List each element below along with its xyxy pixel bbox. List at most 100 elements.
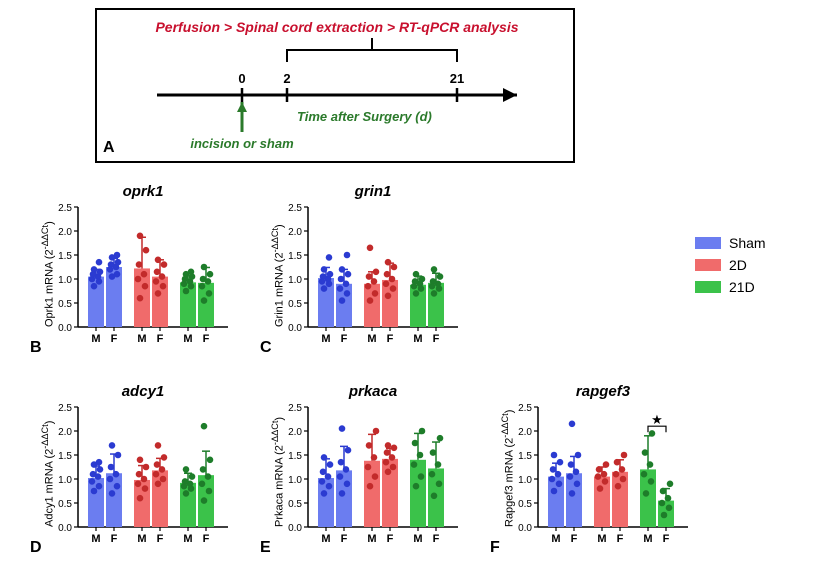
svg-text:F: F [111,333,118,345]
chart-ylabel: Adcy1 mRNA (2-ΔΔCt) [40,421,56,527]
svg-text:1.5: 1.5 [518,451,532,462]
svg-text:2: 2 [283,71,290,86]
legend-label: 21D [729,279,755,295]
svg-text:incision or sham: incision or sham [190,136,294,151]
svg-text:F: F [387,533,394,545]
svg-text:F: F [203,333,210,345]
svg-text:0.0: 0.0 [288,323,302,334]
chart-D: adcy1 Adcy1 mRNA (2-ΔΔCt) D 0.0 0.5 1.0 1.5 2.0… [30,385,236,557]
legend-row: 2D [695,257,766,273]
chart-ylabel: Rapgef3 mRNA (2-ΔΔCt) [500,410,516,527]
svg-text:M: M [91,333,100,345]
svg-text:M: M [321,333,330,345]
chart-svg: 0.00.51.01.52.02.5MFMFMF [30,385,236,557]
chart-B: oprk1 Oprk1 mRNA (2-ΔΔCt) B 0.0 0.5 1.0 1.5 2.0… [30,185,236,357]
svg-text:0.0: 0.0 [288,523,302,534]
svg-text:0.0: 0.0 [58,323,72,334]
svg-text:F: F [571,533,578,545]
legend-label: 2D [729,257,747,273]
svg-text:2.0: 2.0 [58,427,72,438]
panel-label-E: E [260,539,271,557]
svg-text:1.0: 1.0 [518,475,532,486]
chart-svg: 0.00.51.01.52.02.5MFMFMF [260,385,466,557]
chart-C: grin1Grin1 mRNA (2-ΔΔCt)C0.00.51.01.52.0… [260,185,466,357]
chart-svg: 0.00.51.01.52.02.5MFMFMF★ [490,385,696,557]
svg-text:2.5: 2.5 [518,403,532,414]
chart-title: prkaca [298,383,448,400]
chart-svg: 0.00.51.01.52.02.5MFMFMF [260,185,466,357]
chart-title: adcy1 [68,383,218,400]
svg-text:M: M [91,533,100,545]
chart-E: prkacaPrkaca mRNA (2-ΔΔCt)E0.00.51.01.52… [260,385,466,557]
svg-text:F: F [341,333,348,345]
svg-text:2.5: 2.5 [288,403,302,414]
svg-text:1.5: 1.5 [288,251,302,262]
svg-text:0.5: 0.5 [58,299,72,310]
panel-label-B: B [30,339,42,357]
svg-text:F: F [341,533,348,545]
svg-text:0.0: 0.0 [58,523,72,534]
legend-row: 21D [695,279,766,295]
svg-text:2.0: 2.0 [58,227,72,238]
svg-text:0.5: 0.5 [288,299,302,310]
svg-text:F: F [433,533,440,545]
legend-swatch [695,259,721,271]
legend: Sham 2D 21D [695,235,766,301]
svg-text:1.0: 1.0 [288,275,302,286]
svg-text:F: F [157,533,164,545]
svg-text:0.0: 0.0 [518,523,532,534]
svg-text:M: M [137,333,146,345]
svg-text:2.0: 2.0 [288,227,302,238]
svg-text:0: 0 [238,71,245,86]
chart-ylabel: Oprk1 mRNA (2-ΔΔCt) [40,221,56,327]
chart-ylabel: Grin1 mRNA (2-ΔΔCt) [270,224,286,327]
svg-text:0.5: 0.5 [58,499,72,510]
svg-text:M: M [183,533,192,545]
panel-label-C: C [260,339,272,357]
svg-text:Time after Surgery (d): Time after Surgery (d) [297,109,432,124]
svg-text:2.5: 2.5 [58,203,72,214]
svg-text:1.5: 1.5 [58,251,72,262]
svg-text:1.0: 1.0 [288,475,302,486]
svg-text:2.0: 2.0 [518,427,532,438]
panel-label-D: D [30,539,42,557]
svg-text:M: M [551,533,560,545]
chart-ylabel: Prkaca mRNA (2-ΔΔCt) [270,417,286,527]
svg-text:0.5: 0.5 [518,499,532,510]
svg-text:M: M [367,333,376,345]
panel-a-box: Perfusion > Spinal cord extraction > RT-… [95,8,575,163]
svg-text:F: F [157,333,164,345]
svg-text:M: M [137,533,146,545]
chart-svg: 0.00.51.01.52.02.5MFMFMF [30,185,236,357]
svg-text:M: M [643,533,652,545]
svg-text:F: F [433,333,440,345]
svg-text:2.5: 2.5 [58,403,72,414]
svg-text:M: M [413,533,422,545]
panel-label-F: F [490,539,500,557]
svg-text:M: M [367,533,376,545]
chart-title: rapgef3 [528,383,678,400]
svg-text:Perfusion > Spinal cord extrac: Perfusion > Spinal cord extraction > RT-… [155,19,518,35]
svg-text:F: F [203,533,210,545]
svg-text:1.5: 1.5 [58,451,72,462]
svg-text:1.0: 1.0 [58,275,72,286]
svg-text:2.5: 2.5 [288,203,302,214]
legend-swatch [695,237,721,249]
svg-text:M: M [413,333,422,345]
svg-text:M: M [597,533,606,545]
svg-text:21: 21 [450,71,464,86]
svg-text:1.5: 1.5 [288,451,302,462]
svg-text:F: F [663,533,670,545]
chart-title: oprk1 [68,183,218,200]
svg-text:F: F [111,533,118,545]
svg-text:★: ★ [651,412,663,427]
legend-label: Sham [729,235,766,251]
svg-text:1.0: 1.0 [58,475,72,486]
legend-row: Sham [695,235,766,251]
svg-text:2.0: 2.0 [288,427,302,438]
svg-text:M: M [183,333,192,345]
legend-swatch [695,281,721,293]
panel-label-a: A [103,139,115,157]
chart-F: rapgef3Rapgef3 mRNA (2-ΔΔCt)F0.00.51.01.… [490,385,696,557]
panel-a-svg: Perfusion > Spinal cord extraction > RT-… [97,10,577,165]
